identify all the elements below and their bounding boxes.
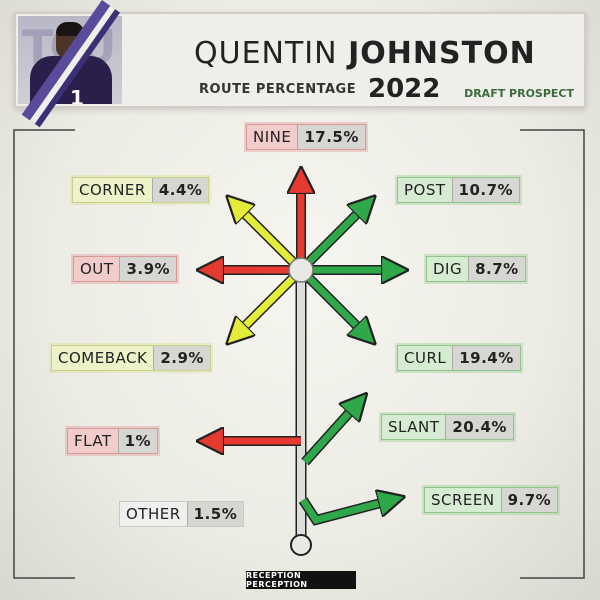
player-photo: TCU 1 xyxy=(18,16,122,104)
route-label-other: OTHER 1.5% xyxy=(119,501,245,527)
route-value: 3.9% xyxy=(119,257,177,281)
route-hub xyxy=(288,257,314,283)
route-name: POST xyxy=(404,181,446,199)
route-value: 4.4% xyxy=(151,178,209,202)
player-header: TCU 1 QUENTIN JOHNSTON ROUTE PERCENTAGE … xyxy=(14,0,586,121)
route-label-flat: FLAT 1% xyxy=(67,428,159,454)
route-value: 8.7% xyxy=(468,257,525,281)
player-last-name: JOHNSTON xyxy=(348,36,536,71)
route-origin xyxy=(290,534,312,556)
route-value: 20.4% xyxy=(445,415,513,439)
route-label-corner: CORNER 4.4% xyxy=(72,177,210,203)
curl-route-arrow xyxy=(298,267,366,335)
season-year: 2022 xyxy=(368,74,441,104)
route-name: CORNER xyxy=(79,181,146,199)
route-value: 2.9% xyxy=(153,346,210,370)
reception-perception-logo: RECEPTION PERCEPTION xyxy=(246,571,356,589)
route-value: 19.4% xyxy=(452,346,520,370)
slant-route-arrow xyxy=(302,403,358,465)
route-name: DIG xyxy=(433,260,463,278)
route-label-comeback: COMEBACK 2.9% xyxy=(51,345,211,371)
route-label-nine: NINE 17.5% xyxy=(246,124,366,150)
route-name: SLANT xyxy=(388,418,440,436)
route-name: COMEBACK xyxy=(58,349,148,367)
route-name: OTHER xyxy=(126,505,181,523)
route-value: 1% xyxy=(117,429,158,453)
player-first-name: QUENTIN xyxy=(194,36,338,71)
route-label-out: OUT 3.9% xyxy=(73,256,178,282)
route-label-post: POST 10.7% xyxy=(397,177,521,203)
draft-prospect-tag: DRAFT PROSPECT xyxy=(464,87,574,100)
post-route-arrow xyxy=(298,205,366,273)
route-label-curl: CURL 19.4% xyxy=(397,345,521,371)
route-value: 9.7% xyxy=(500,488,558,512)
route-value: 10.7% xyxy=(451,178,520,202)
route-label-screen: SCREEN 9.7% xyxy=(424,487,559,513)
route-value: 17.5% xyxy=(297,125,365,149)
chart-subtitle: ROUTE PERCENTAGE xyxy=(199,82,357,97)
corner-route-arrow xyxy=(236,205,304,273)
player-hair xyxy=(56,22,84,36)
jersey-number: 1 xyxy=(70,86,84,104)
comeback-route-arrow xyxy=(236,267,304,335)
route-name: FLAT xyxy=(74,432,112,450)
route-label-dig: DIG 8.7% xyxy=(426,256,526,282)
route-name: OUT xyxy=(80,260,114,278)
player-name: QUENTIN JOHNSTON xyxy=(194,36,536,71)
route-value: 1.5% xyxy=(186,502,244,526)
route-name: NINE xyxy=(253,128,292,146)
screen-route-arrow xyxy=(300,500,392,525)
route-name: CURL xyxy=(404,349,447,367)
route-label-slant: SLANT 20.4% xyxy=(381,414,514,440)
route-name: SCREEN xyxy=(431,491,495,509)
